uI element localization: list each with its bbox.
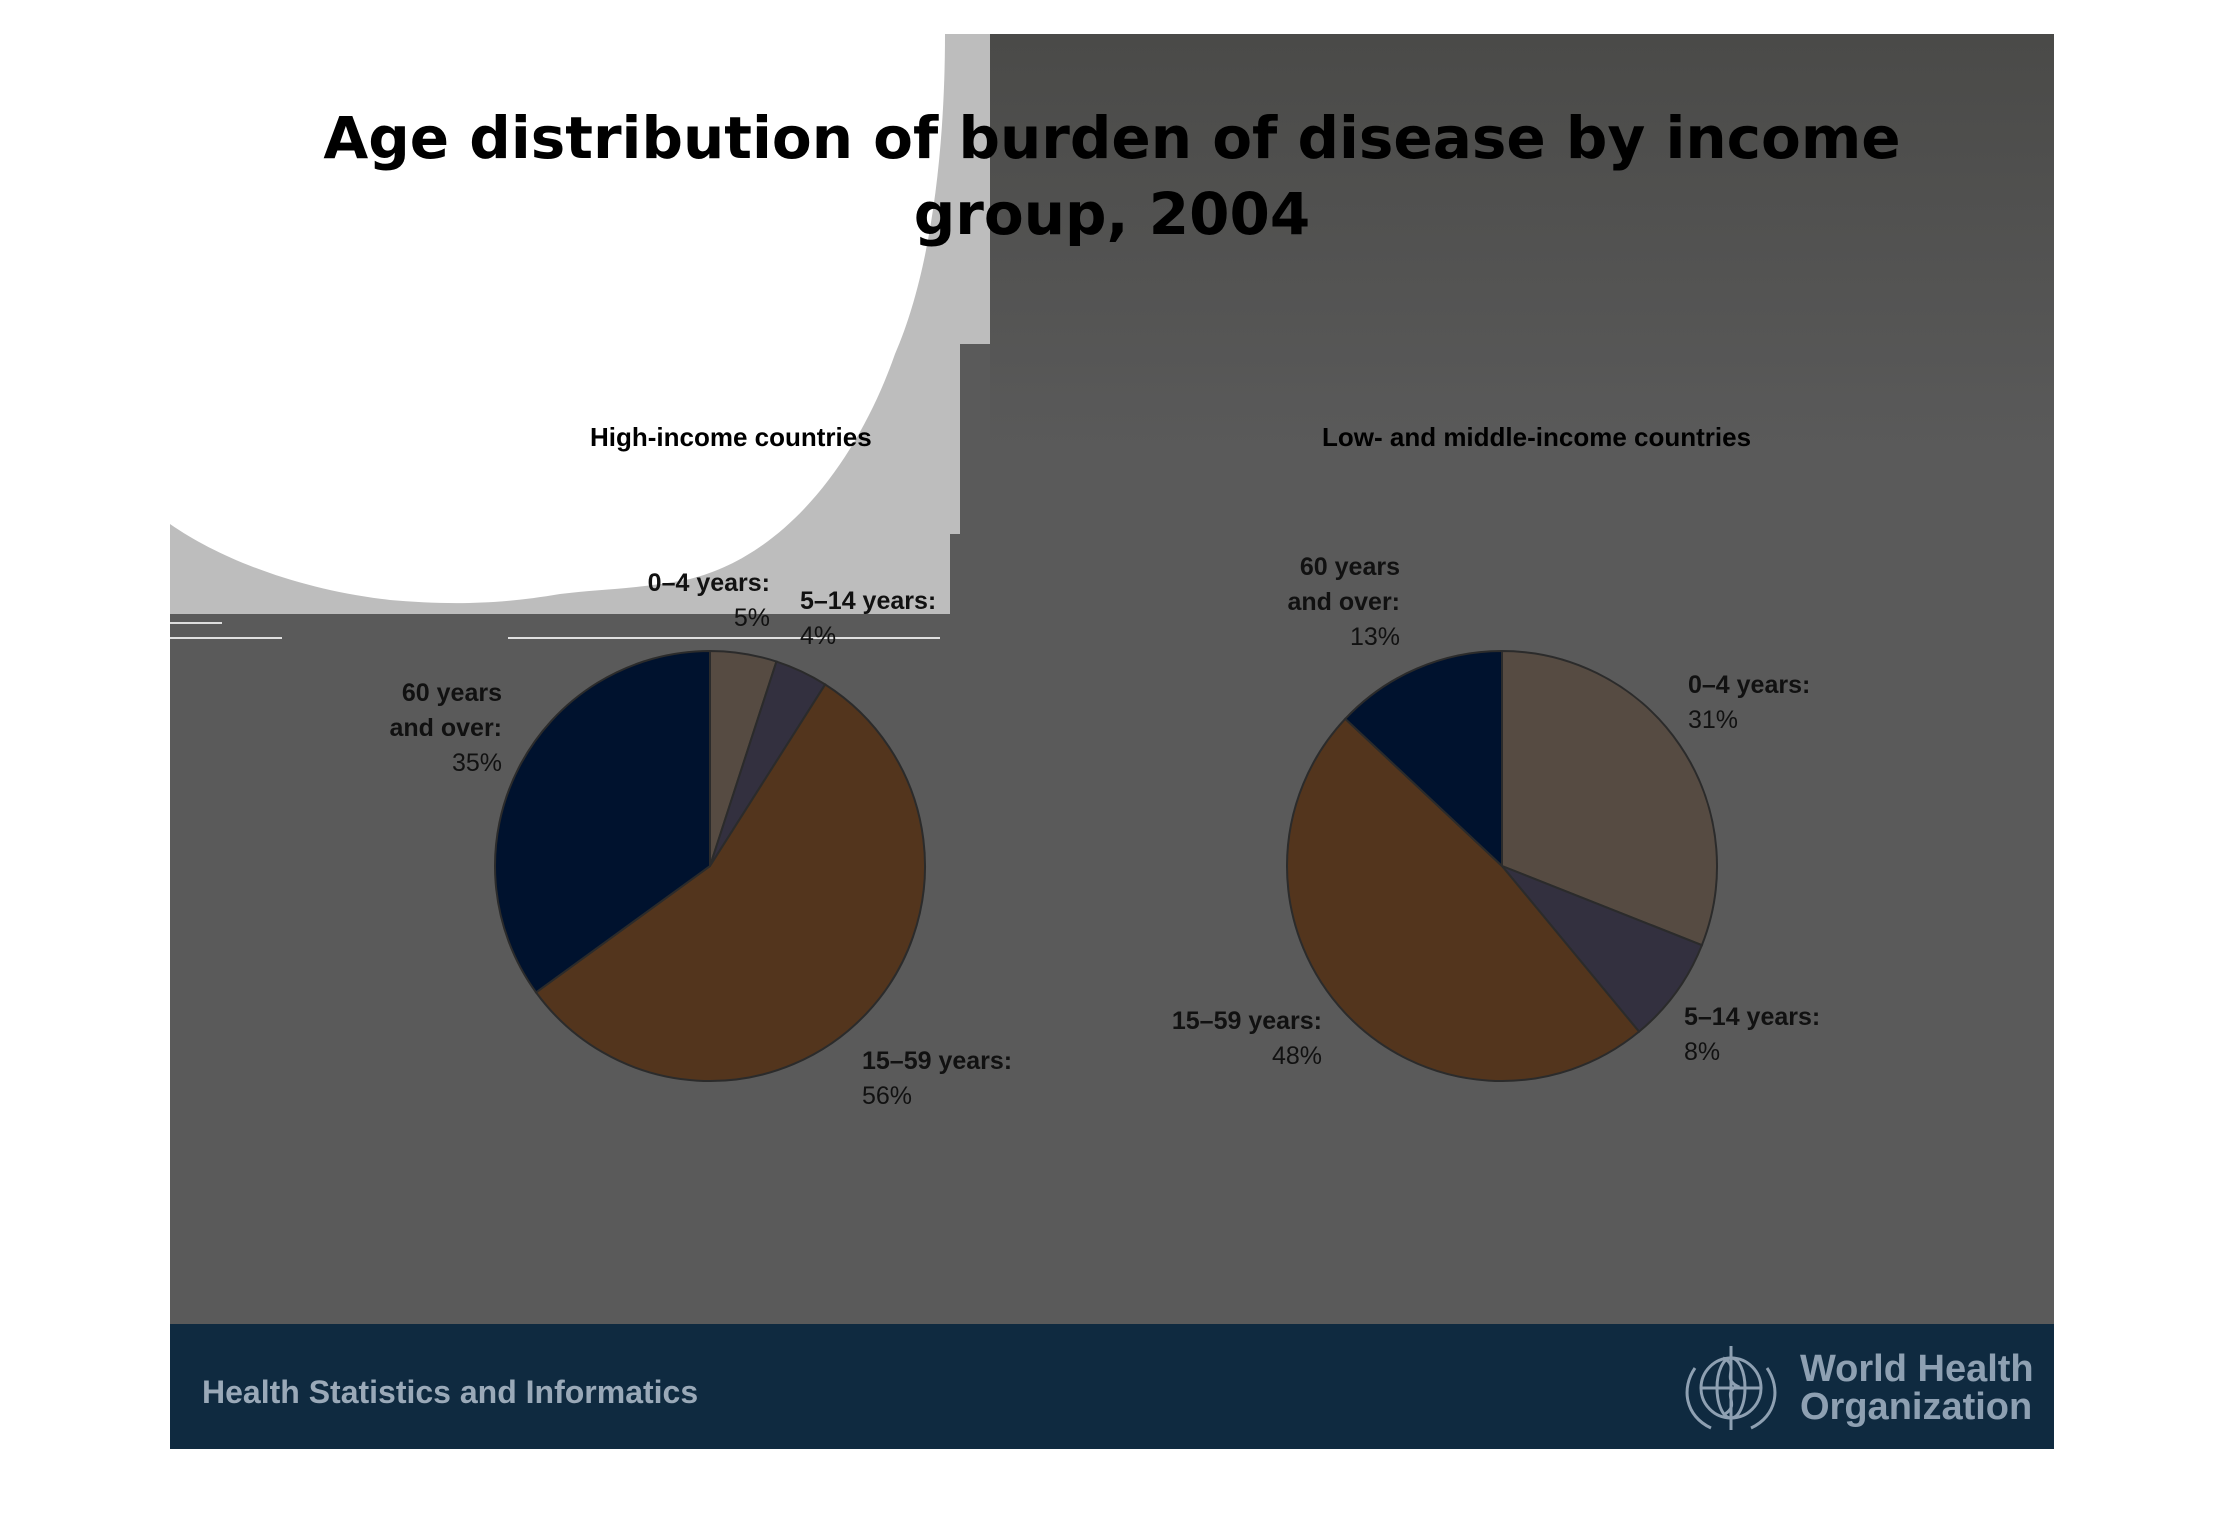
slice-label-15-59: 15–59 years: 48% bbox=[1170, 1004, 1322, 1074]
slice-label-name: 15–59 years: bbox=[1171, 1007, 1322, 1035]
slice-label-name: 60 years bbox=[401, 679, 502, 707]
pie-high-income bbox=[494, 649, 926, 1082]
who-wordmark-line1: World Health bbox=[1800, 1348, 2034, 1390]
slice-label-name: 5–14 years: bbox=[800, 587, 937, 615]
slide-title-line1: Age distribution of burden of disease by… bbox=[323, 104, 1901, 172]
slice-label-value: 8% bbox=[1684, 1038, 1721, 1066]
slice-label-name: 15–59 years: bbox=[862, 1047, 1013, 1075]
slice-label-value: 4% bbox=[800, 622, 837, 650]
slice-label-name-line2: and over: bbox=[389, 714, 502, 742]
slice-label-15-59: 15–59 years: 56% bbox=[862, 1044, 1012, 1114]
who-emblem-icon bbox=[1685, 1346, 1777, 1430]
slice-label-name: 5–14 years: bbox=[1684, 1003, 1821, 1031]
pie-slice-low-middle-income-0 bbox=[1501, 649, 1718, 947]
slice-label-0-4: 0–4 years: 5% bbox=[610, 566, 770, 636]
slice-label-0-4: 0–4 years: 31% bbox=[1688, 668, 1810, 738]
slice-label-name-line2: and over: bbox=[1287, 588, 1400, 616]
white-blob bbox=[170, 34, 945, 604]
slide-title-line2: group, 2004 bbox=[913, 180, 1311, 248]
slice-label-value: 31% bbox=[1688, 706, 1739, 734]
slide-title: Age distribution of burden of disease by… bbox=[170, 100, 2054, 252]
who-wordmark: World Health Organization bbox=[1800, 1350, 2034, 1426]
pie-slice-low-middle-income-1 bbox=[1501, 865, 1704, 1034]
slice-label-name: 0–4 years: bbox=[647, 569, 770, 597]
slice-label-name: 0–4 years: bbox=[1688, 671, 1811, 699]
slide-background bbox=[170, 34, 2054, 1082]
slice-label-value: 13% bbox=[1349, 623, 1400, 651]
slice-label-value: 35% bbox=[451, 749, 502, 777]
pie-title-low-middle-income: Low- and middle-income countries bbox=[1322, 422, 1752, 452]
pie-slice-low-middle-income-2 bbox=[1286, 717, 1641, 1082]
pie-slice-high-income-2 bbox=[534, 683, 926, 1082]
slice-label-value: 48% bbox=[1271, 1042, 1322, 1070]
footer-bar: Health Statistics and Informatics World … bbox=[170, 1324, 2054, 1449]
footer-text: Health Statistics and Informatics bbox=[202, 1374, 699, 1410]
pie-slice-low-middle-income-3 bbox=[1343, 649, 1503, 869]
slide: Age distribution of burden of disease by… bbox=[170, 34, 2054, 1449]
slice-label-5-14: 5–14 years: 8% bbox=[1684, 1000, 1820, 1070]
who-wordmark-line2: Organization bbox=[1800, 1386, 2033, 1428]
slice-label-5-14: 5–14 years: 4% bbox=[800, 584, 936, 654]
slice-label-60-plus: 60 years and over: 35% bbox=[320, 676, 502, 781]
pie-slice-high-income-3 bbox=[494, 649, 711, 994]
slice-label-value: 56% bbox=[862, 1082, 913, 1110]
slice-label-name: 60 years bbox=[1299, 553, 1400, 581]
top-band bbox=[990, 34, 2054, 454]
slice-label-value: 5% bbox=[733, 604, 770, 632]
pie-title-high-income: High-income countries bbox=[590, 422, 872, 452]
slice-label-60-plus: 60 years and over: 13% bbox=[1240, 550, 1400, 655]
pie-low-middle-income bbox=[1286, 649, 1718, 1082]
